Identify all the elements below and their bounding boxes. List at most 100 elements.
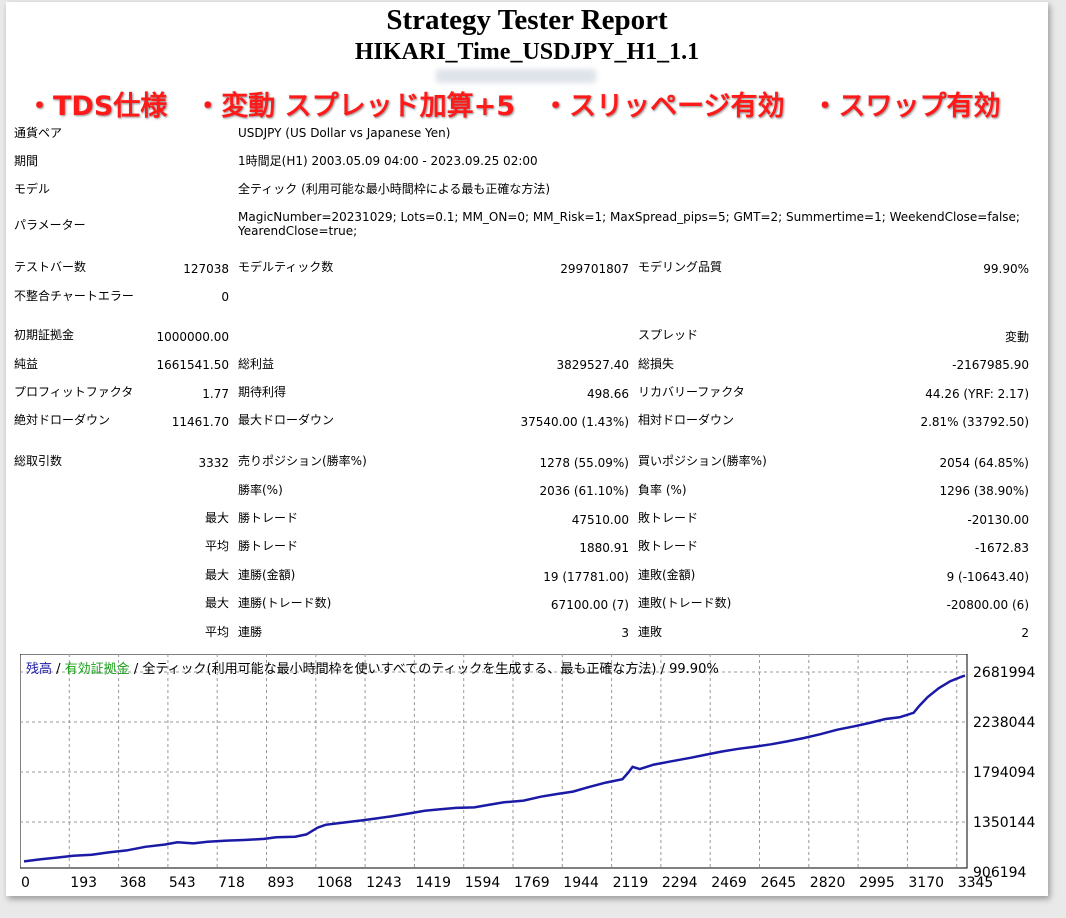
quality-value: 99.90%	[983, 262, 1029, 276]
balance-chart: 2681994 2238044 1794094 1350144 906194 0 193 3…	[20, 654, 1044, 890]
bars-value: 127038	[183, 262, 229, 276]
avg-loss-label: 敗トレード	[638, 539, 699, 553]
x-tick-label: 3170	[908, 875, 944, 890]
cons-loss-count-value: -20800.00 (6)	[946, 598, 1029, 612]
avg-win-value: 1880.91	[579, 541, 629, 555]
expected-label: 期待利得	[238, 385, 287, 399]
max-loss-value: -20130.00	[967, 513, 1029, 527]
max-win-label: 勝トレード	[238, 511, 299, 525]
bars-label: テストバー数	[14, 260, 87, 274]
avg-cons-win-value: 3	[621, 626, 629, 640]
report-page: Strategy Tester Report HIKARI_Time_USDJP…	[6, 2, 1048, 896]
abs-dd-value: 11461.70	[171, 415, 229, 429]
avg-label-2: 平均	[204, 625, 229, 639]
avg-cons-loss-value: 2	[1021, 626, 1029, 640]
mismatch-value: 0	[221, 290, 229, 304]
gross-profit-value: 3829527.40	[556, 358, 629, 372]
param-label: パラメーター	[14, 218, 86, 232]
chart-legend: 残高 / 有効証拠金 / 全ティック(利用可能な最小時間枠を使いすべてのティック…	[26, 658, 719, 677]
report-subtitle: HIKARI_Time_USDJPY_H1_1.1	[354, 39, 700, 65]
model-value: 全ティック (利用可能な最小時間枠による最も正確な方法)	[238, 182, 551, 196]
cons-win-money-label: 連勝(金額)	[238, 568, 296, 582]
long-label: 買いポジション(勝率%)	[638, 454, 767, 468]
gross-loss-value: -2167985.90	[952, 358, 1029, 372]
ticks-value: 299701807	[560, 262, 629, 276]
x-tick-label: 2820	[810, 875, 846, 890]
cons-loss-count-label: 連敗(トレード数)	[638, 596, 732, 610]
x-tick-label: 1243	[366, 875, 402, 890]
x-tick-label: 193	[70, 875, 97, 890]
param-value: MagicNumber=20231029; Lots=0.1; MM_ON=0;…	[238, 210, 1020, 238]
long-value: 2054 (64.85%)	[939, 456, 1029, 470]
legend-rest: / 全ティック(利用可能な最小時間枠を使いすべてのティックを生成する、最も正確な…	[129, 662, 719, 677]
spread-label: スプレッド	[638, 328, 699, 342]
short-label: 売りポジション(勝率%)	[238, 454, 367, 468]
legend-balance: 残高	[26, 662, 53, 677]
x-tick-label: 1594	[465, 875, 501, 890]
x-tick-label: 368	[120, 875, 147, 890]
y-tick-label: 1350144	[973, 815, 1035, 831]
x-tick-label: 2294	[662, 875, 698, 890]
loss-rate-value: 1296 (38.90%)	[939, 484, 1029, 498]
model-label: モデル	[14, 182, 51, 196]
max-win-value: 47510.00	[571, 513, 629, 527]
x-tick-label: 1068	[317, 875, 353, 890]
promo-banner: ・TDS仕様 ・変動 スプレッド加算+5 ・スリッページ有効 ・スワップ有効	[26, 91, 1001, 122]
total-trades-value: 3332	[198, 456, 229, 470]
y-tick-label: 1794094	[973, 765, 1035, 781]
pair-value: USDJPY (US Dollar vs Japanese Yen)	[238, 126, 451, 140]
cons-win-count-value: 67100.00 (7)	[550, 598, 629, 612]
deposit-label: 初期証拠金	[14, 328, 75, 342]
x-tick-label: 2645	[761, 875, 797, 890]
quality-label: モデリング品質	[638, 260, 723, 274]
x-tick-labels: 0 193 368 543 718 893 1068 1243 1419 1594 1769 1944…	[21, 875, 993, 890]
period-label: 期間	[14, 154, 39, 168]
avg-cons-loss-label: 連敗	[638, 625, 663, 639]
x-tick-label: 2119	[613, 875, 649, 890]
net-value: 1661541.50	[156, 358, 229, 372]
loss-rate-label: 負率 (%)	[638, 483, 687, 497]
max-dd-value: 37540.00 (1.43%)	[520, 415, 629, 429]
expected-value: 498.66	[587, 387, 629, 401]
total-trades-label: 総取引数	[14, 454, 63, 468]
grid-lines	[20, 654, 967, 868]
max-label-3: 最大	[204, 596, 229, 610]
y-tick-labels: 2681994 2238044 1794094 1350144 906194	[973, 665, 1035, 881]
recovery-label: リカバリーファクタ	[638, 385, 745, 399]
blurred-server-text	[436, 69, 596, 83]
win-rate-label: 勝率(%)	[238, 483, 283, 497]
deposit-value: 1000000.00	[156, 330, 229, 344]
avg-loss-value: -1672.83	[975, 541, 1029, 555]
pair-label: 通貨ペア	[14, 126, 63, 140]
max-label-2: 最大	[204, 568, 229, 582]
rel-dd-label: 相対ドローダウン	[638, 413, 735, 427]
max-dd-label: 最大ドローダウン	[238, 413, 335, 427]
x-tick-label: 0	[21, 875, 30, 890]
x-tick-label: 2469	[711, 875, 747, 890]
x-tick-label: 3345	[958, 875, 994, 890]
pf-value: 1.77	[202, 387, 229, 401]
legend-sep: /	[52, 662, 65, 677]
mismatch-label: 不整合チャートエラー	[14, 289, 134, 303]
plot-frame	[20, 654, 968, 869]
max-label-1: 最大	[204, 511, 229, 525]
win-rate-value: 2036 (61.10%)	[539, 484, 629, 498]
x-tick-label: 1419	[415, 875, 451, 890]
y-tick-label: 2681994	[973, 665, 1035, 681]
balance-chart-svg: 2681994 2238044 1794094 1350144 906194 0 193 3…	[20, 654, 1035, 890]
x-tick-label: 718	[218, 875, 245, 890]
rel-dd-value: 2.81% (33792.50)	[920, 415, 1029, 429]
avg-cons-win-label: 連勝	[238, 625, 263, 639]
balance-line	[23, 674, 966, 863]
gross-loss-label: 総損失	[638, 357, 675, 371]
max-loss-label: 敗トレード	[638, 511, 699, 525]
y-tick-label: 2238044	[973, 715, 1035, 731]
x-tick-label: 893	[268, 875, 295, 890]
net-label: 純益	[14, 357, 39, 371]
avg-win-label: 勝トレード	[238, 539, 299, 553]
cons-loss-money-label: 連敗(金額)	[638, 568, 696, 582]
cons-loss-money-value: 9 (-10643.40)	[946, 570, 1029, 584]
cons-win-money-value: 19 (17781.00)	[543, 570, 629, 584]
recovery-value: 44.26 (YRF: 2.17)	[925, 387, 1029, 401]
pf-label: プロフィットファクタ	[14, 385, 134, 399]
